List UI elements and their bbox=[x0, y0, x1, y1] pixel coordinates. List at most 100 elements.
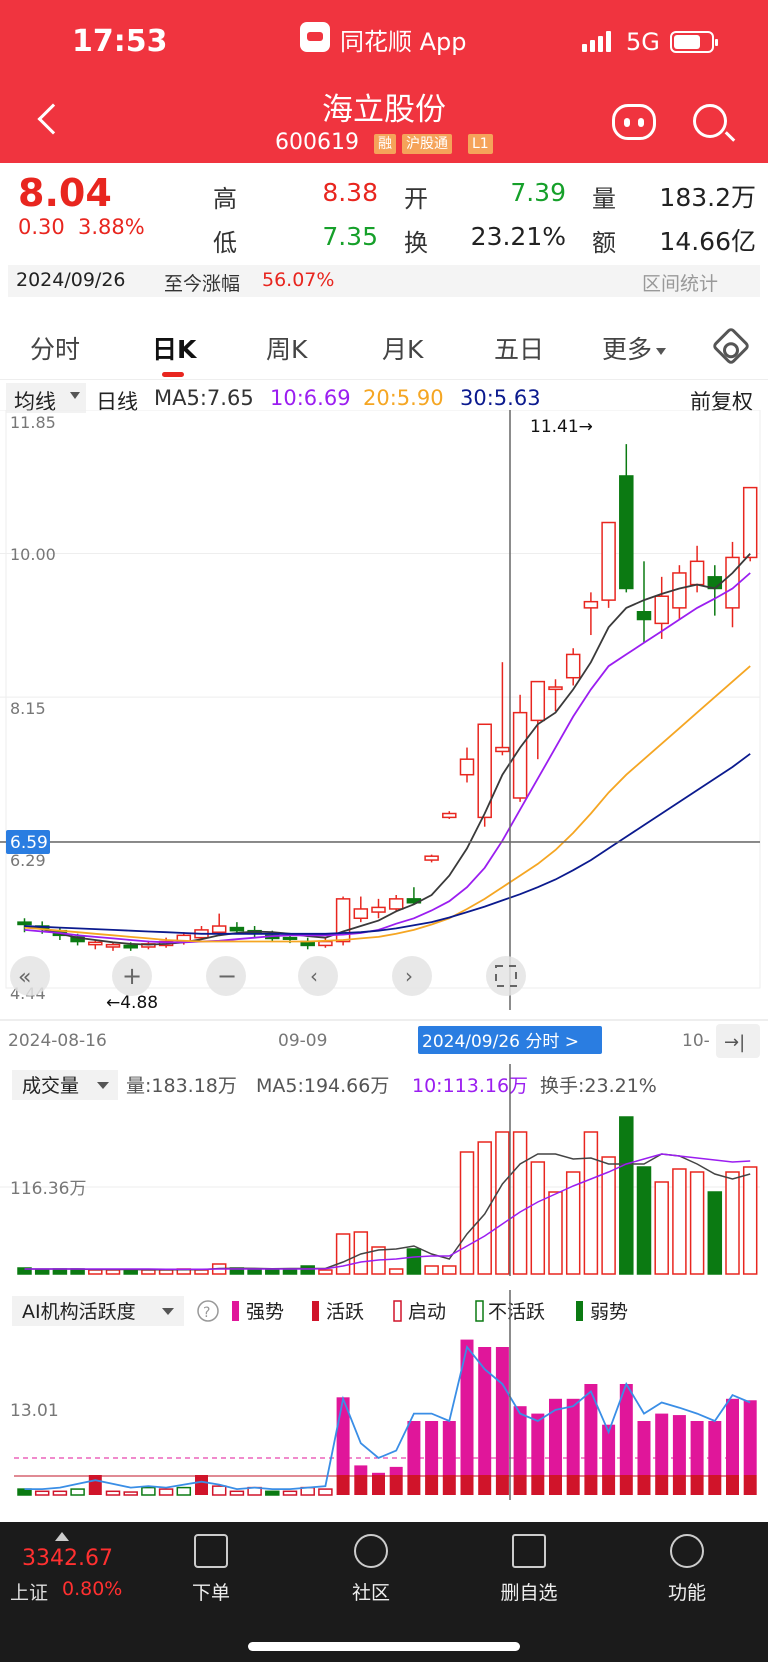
community-icon bbox=[354, 1534, 388, 1568]
stock-code: 600619 bbox=[275, 130, 359, 155]
volume-bar bbox=[512, 1131, 528, 1275]
candle bbox=[654, 576, 669, 639]
kline-chart[interactable]: 11.85 10.00 8.15 6.29 4.44 6.59 11.41→ ←… bbox=[0, 410, 768, 1030]
candle bbox=[211, 913, 227, 934]
candle bbox=[601, 521, 616, 608]
tab-daily-k[interactable]: 日K bbox=[152, 335, 197, 364]
volume-bar bbox=[194, 1269, 209, 1275]
crosshair-price: 6.59 bbox=[10, 833, 48, 853]
plus-icon: + bbox=[122, 962, 142, 990]
volume-bar bbox=[742, 1166, 758, 1275]
menu-icon bbox=[670, 1534, 704, 1568]
tab-five-day[interactable]: 五日 bbox=[494, 335, 545, 364]
range-stat-link[interactable]: 区间统计 bbox=[642, 273, 719, 295]
search-icon[interactable] bbox=[693, 104, 727, 138]
cursor-date[interactable]: 2024/09/26 分时 > bbox=[422, 1032, 579, 1052]
ai-bar bbox=[637, 1421, 651, 1495]
ai-selector-label[interactable]: AI机构活跃度 bbox=[22, 1301, 136, 1323]
volume-bar bbox=[88, 1269, 103, 1275]
chevron-left-icon: ‹ bbox=[310, 964, 318, 988]
volume-bar bbox=[583, 1131, 599, 1275]
ma20-line bbox=[24, 665, 751, 943]
ai-activity-chart[interactable]: AI机构活跃度 ? 强势 活跃 启动 不活跃 弱势 13.01 bbox=[0, 1290, 768, 1500]
vol_ma10-line bbox=[24, 1153, 751, 1270]
since-bar[interactable]: 2024/09/26 至今涨幅 56.07% 区间统计 bbox=[8, 265, 760, 297]
zoom-out-button bbox=[206, 956, 246, 996]
scroll-left-button bbox=[298, 956, 338, 996]
status-time: 17:53 bbox=[72, 24, 168, 59]
app-logo-icon bbox=[300, 22, 330, 52]
nav-community[interactable]: 社区 bbox=[316, 1522, 426, 1622]
caret-down-icon bbox=[97, 1082, 109, 1089]
volume-bar bbox=[548, 1191, 563, 1275]
home-indicator bbox=[248, 1642, 520, 1651]
ai-axis-label: 13.01 bbox=[10, 1401, 59, 1421]
volume-bar bbox=[34, 1269, 50, 1275]
axis-label-top: 11.85 bbox=[10, 413, 56, 432]
ai-bar bbox=[105, 1490, 121, 1496]
ai-bar bbox=[265, 1490, 280, 1496]
ai-bar bbox=[513, 1406, 527, 1495]
ai-bar bbox=[478, 1347, 492, 1495]
candle bbox=[495, 662, 510, 756]
legend-inactive: 不活跃 bbox=[488, 1301, 545, 1323]
nav-remove-watchlist[interactable]: 删自选 bbox=[474, 1522, 584, 1622]
candle bbox=[619, 444, 634, 593]
candle bbox=[565, 648, 581, 686]
crosshair-price-badge bbox=[6, 830, 50, 854]
last-price: 8.04 bbox=[18, 171, 112, 215]
tab-intraday[interactable]: 分时 bbox=[30, 335, 81, 364]
candle bbox=[300, 937, 315, 950]
volume-bar bbox=[654, 1181, 669, 1275]
signal-icon bbox=[582, 30, 612, 52]
ma20-value: 20:5.90 bbox=[363, 386, 444, 410]
ai-bar bbox=[602, 1424, 616, 1495]
candle bbox=[88, 939, 103, 950]
ai-bar bbox=[141, 1486, 156, 1496]
volume-bar bbox=[282, 1269, 298, 1275]
since-label: 至今涨幅 bbox=[164, 273, 241, 295]
candle bbox=[335, 896, 351, 946]
volume-ma5: MA5:194.66万 bbox=[256, 1075, 389, 1097]
tab-more-label: 更多 bbox=[602, 335, 653, 364]
fullscreen-button bbox=[486, 956, 526, 996]
quote-panel: 8.04 0.30 3.88% 高 8.38 开 7.39 量 183.2万 低… bbox=[0, 163, 768, 298]
tab-more[interactable]: 更多 bbox=[602, 330, 667, 366]
volume-bar bbox=[300, 1265, 315, 1275]
ma30-value: 30:5.63 bbox=[460, 386, 541, 410]
volume-bar bbox=[424, 1265, 439, 1275]
ai-selector bbox=[12, 1296, 184, 1326]
volume-bar bbox=[105, 1269, 121, 1275]
ma5-line bbox=[24, 552, 751, 946]
arrow-end-icon: →| bbox=[724, 1032, 745, 1053]
low-annotation: ←4.88 bbox=[106, 993, 158, 1013]
fullscreen-icon bbox=[495, 965, 517, 987]
price-change-pct: 3.88% bbox=[78, 215, 145, 239]
date-axis: 2024-08-16 09-09 10- 2024/09/26 分时 > →| bbox=[0, 1019, 768, 1058]
robot-assistant-icon[interactable] bbox=[612, 104, 656, 140]
index-value[interactable]: 3342.67 bbox=[22, 1546, 113, 1571]
volume-bar bbox=[707, 1191, 723, 1275]
tab-monthly-k[interactable]: 月K bbox=[382, 335, 424, 364]
ai-bar bbox=[442, 1421, 456, 1495]
network-label: 5G bbox=[626, 28, 660, 56]
high-annotation: 11.41→ bbox=[530, 417, 593, 437]
nav-functions[interactable]: 功能 bbox=[632, 1522, 742, 1622]
candle bbox=[583, 592, 599, 636]
double-chevron-left-icon: « bbox=[18, 965, 31, 990]
candle bbox=[318, 937, 333, 948]
axis-label-815: 8.15 bbox=[10, 699, 46, 718]
minus-icon: − bbox=[217, 962, 237, 990]
tab-weekly-k[interactable]: 周K bbox=[266, 335, 308, 364]
candle bbox=[371, 898, 386, 919]
ai-bar bbox=[566, 1398, 580, 1495]
ai-bar bbox=[708, 1421, 722, 1495]
nav-order[interactable]: 下单 bbox=[156, 1522, 266, 1622]
date-label-mid: 09-09 bbox=[278, 1031, 327, 1051]
volume-chart[interactable]: 成交量 量:183.18万 MA5:194.66万 10:113.16万 换手:… bbox=[0, 1064, 768, 1276]
volume-selector-label[interactable]: 成交量 bbox=[22, 1075, 79, 1097]
volume-bar bbox=[530, 1161, 546, 1275]
help-icon bbox=[197, 1300, 219, 1322]
minus-box-icon bbox=[512, 1534, 546, 1568]
high-label: 高 bbox=[213, 185, 237, 213]
